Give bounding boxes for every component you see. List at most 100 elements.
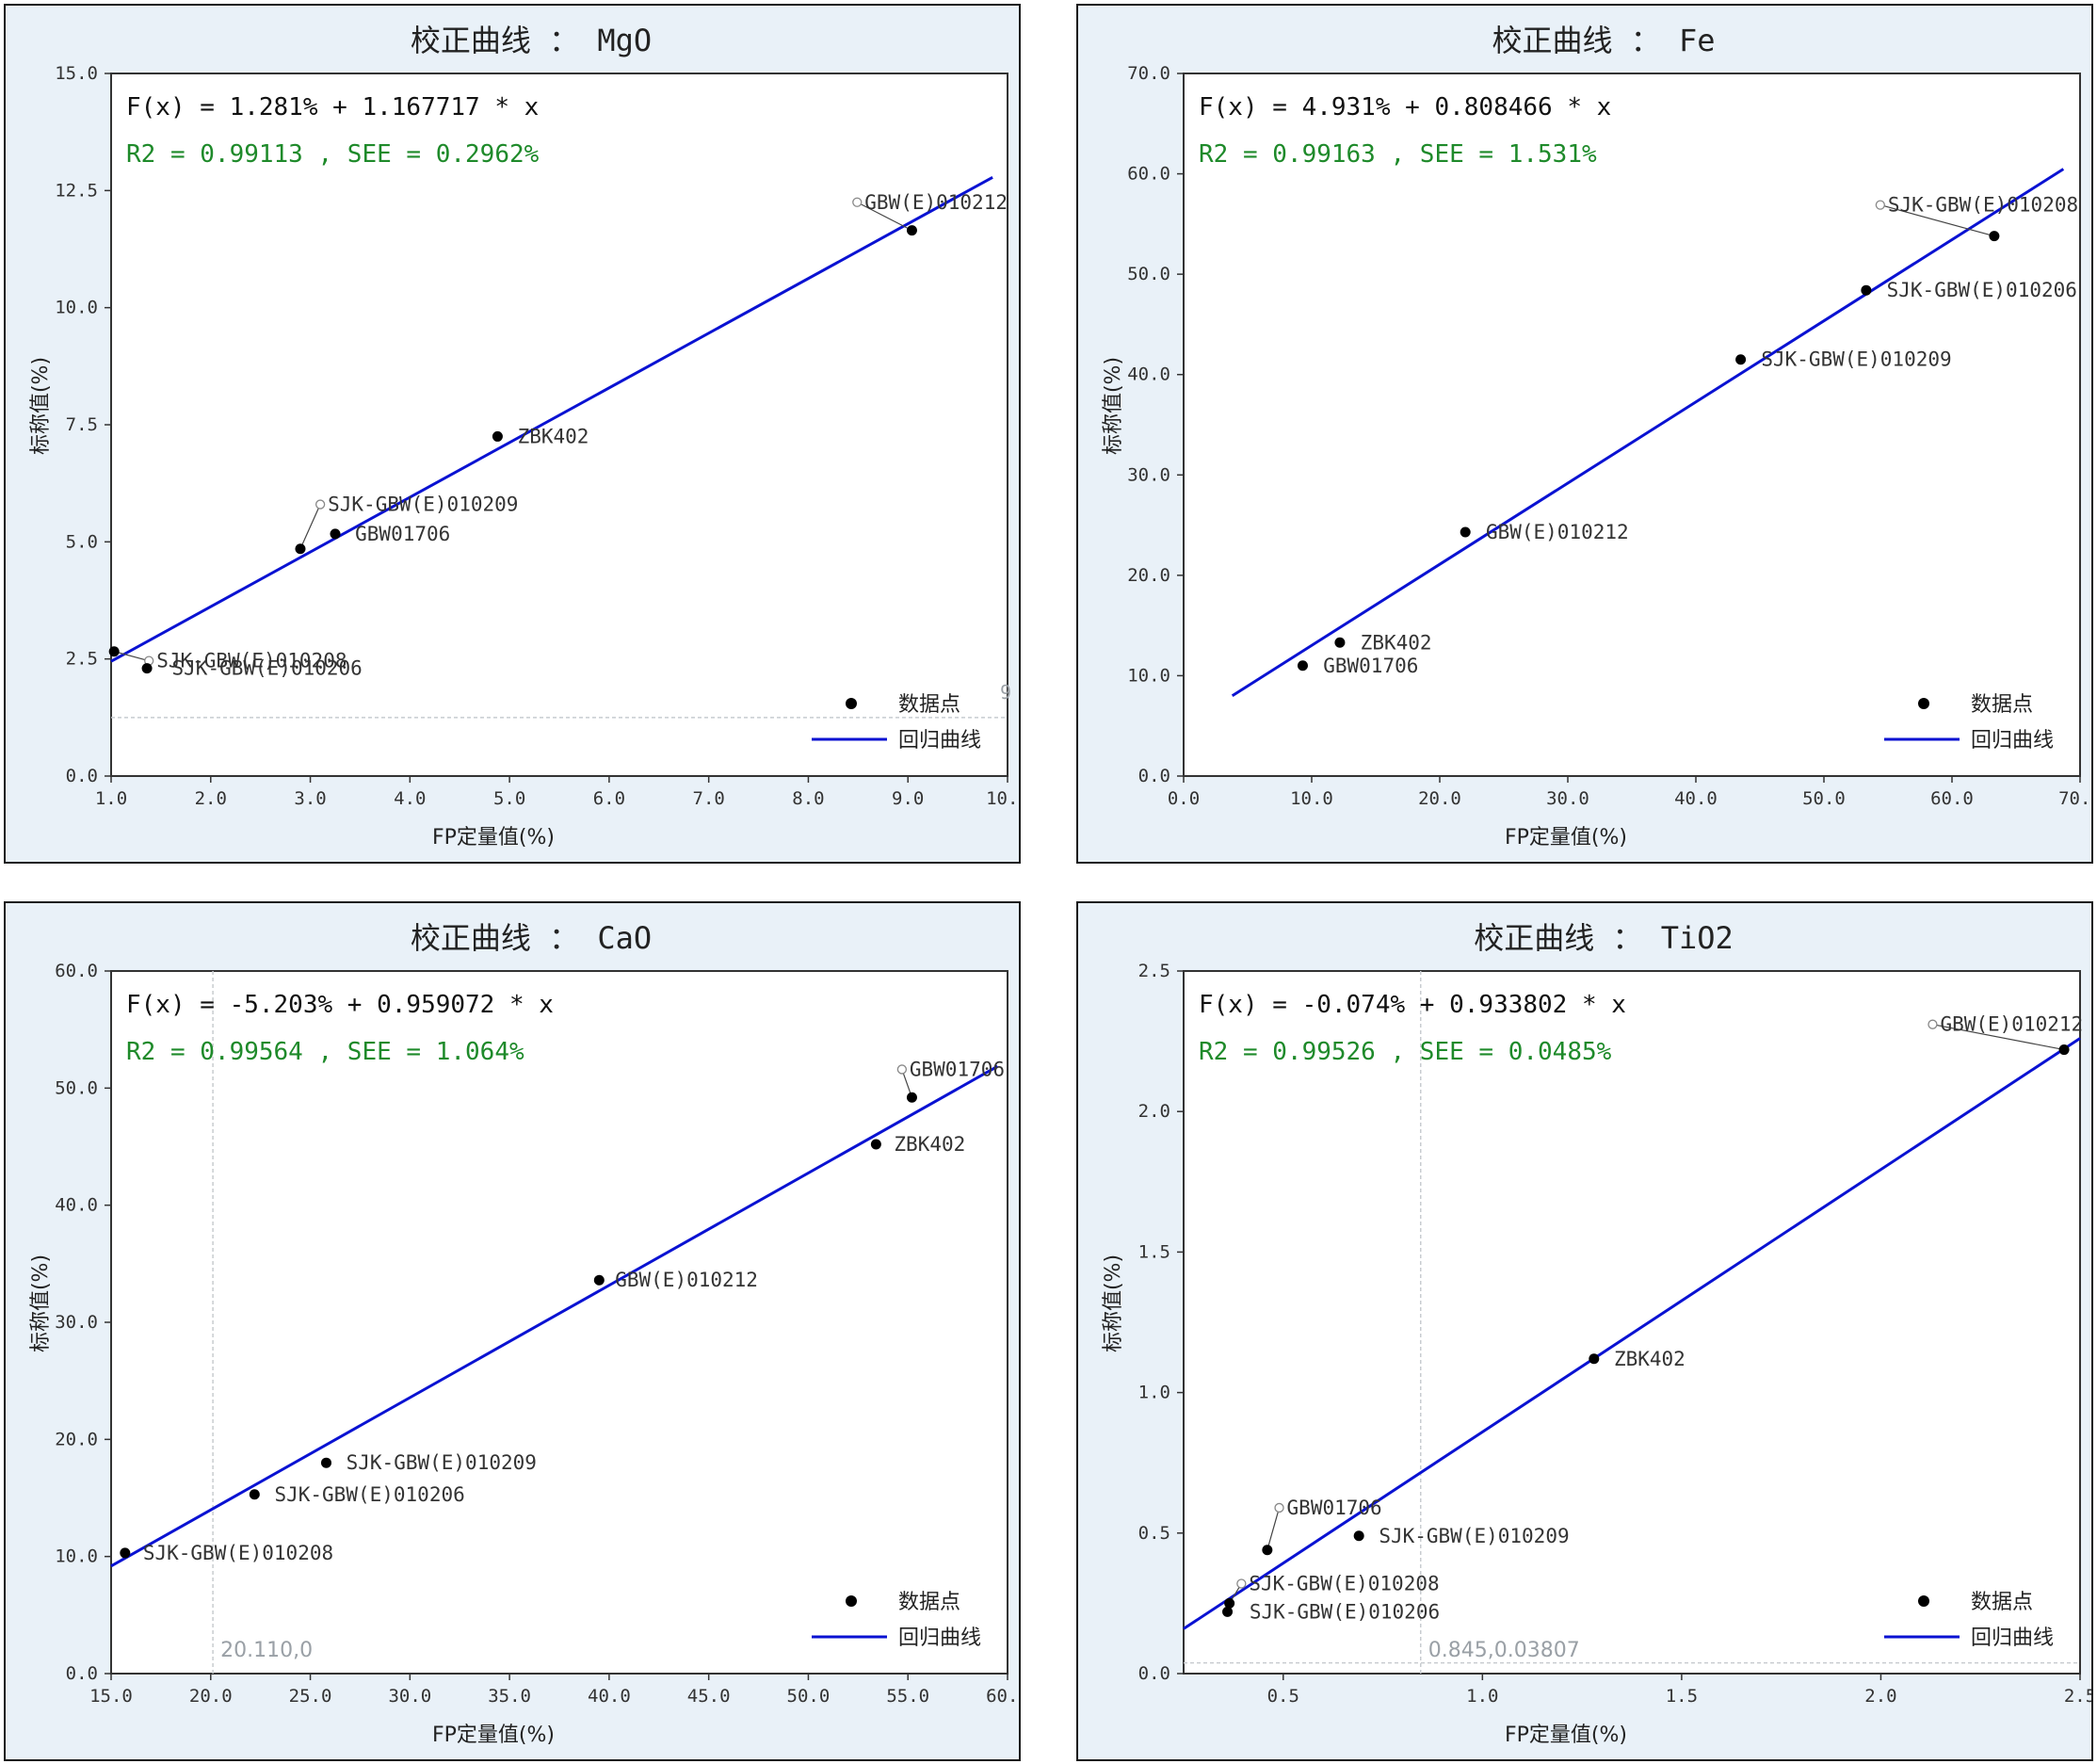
label-anchor-dot bbox=[1928, 1019, 1938, 1029]
x-tick-label: 2.5 bbox=[2064, 1686, 2091, 1707]
data-point-label: SJK-GBW(E)010206 bbox=[172, 657, 363, 680]
x-tick-label: 1.0 bbox=[95, 788, 127, 809]
chart-panel-fe: 校正曲线 ： Fe 0.0 10.0 20.0 30.0 40.0 50.0 60.0 70. 0… bbox=[1076, 4, 2093, 864]
plot-area bbox=[110, 970, 1008, 1675]
data-point-label: ZBK402 bbox=[1361, 631, 1432, 654]
regression-line bbox=[1231, 168, 2065, 697]
data-point-label: SJK-GBW(E)010209 bbox=[1761, 348, 1951, 371]
x-tick-label: 9.0 bbox=[892, 788, 924, 809]
data-point-label: GBW01706 bbox=[1323, 655, 1418, 677]
y-tick-label: 7.5 bbox=[66, 414, 98, 435]
label-leader-line bbox=[114, 651, 150, 662]
data-point bbox=[1334, 637, 1346, 648]
label-anchor-dot bbox=[1875, 200, 1885, 210]
fit-equation: F(x) = -0.074% + 0.933802 * x bbox=[1199, 991, 1626, 1019]
data-point bbox=[1262, 1545, 1273, 1556]
y-axis-label: 标称值(%) bbox=[29, 1254, 53, 1352]
x-axis-label: FP定量值(%) bbox=[432, 1724, 555, 1747]
fit-equation: F(x) = 1.281% + 1.167717 * x bbox=[126, 93, 539, 121]
x-tick-label: 7.0 bbox=[693, 788, 725, 809]
x-tick-label: 15.0 bbox=[89, 1686, 133, 1707]
data-point bbox=[870, 1139, 881, 1150]
legend-points-label: 数据点 bbox=[898, 693, 960, 717]
data-point-label: SJK-GBW(E)010208 bbox=[156, 650, 347, 672]
data-point bbox=[593, 1274, 605, 1286]
y-tick-label: 50.0 bbox=[55, 1077, 98, 1098]
x-axis-label: FP定量值(%) bbox=[1505, 826, 1627, 850]
data-point bbox=[906, 225, 917, 236]
legend-points-label: 数据点 bbox=[1971, 693, 2033, 717]
legend-point-marker bbox=[1918, 1595, 1929, 1607]
y-tick-label: 30.0 bbox=[1127, 464, 1170, 485]
fit-equation: F(x) = -5.203% + 0.959072 * x bbox=[126, 991, 554, 1019]
data-point-label: GBW(E)010212 bbox=[1940, 1013, 2083, 1036]
y-axis-label: 标称值(%) bbox=[29, 357, 53, 455]
data-point bbox=[1589, 1353, 1600, 1365]
data-point bbox=[120, 1547, 131, 1559]
x-tick-label: 50.0 bbox=[1802, 788, 1846, 809]
fit-equation: F(x) = 4.931% + 0.808466 * x bbox=[1199, 93, 1611, 121]
data-point-label: SJK-GBW(E)010208 bbox=[1888, 194, 2078, 217]
data-point-label: GBW(E)010212 bbox=[864, 191, 1008, 214]
x-tick-label: 60.0 bbox=[986, 1686, 1019, 1707]
y-tick-label: 30.0 bbox=[55, 1312, 98, 1333]
chart-tio2: 校正曲线 ： TiO2 0.845,0.03807 0.5 1.0 1.5 2.0 2.5 0… bbox=[1102, 920, 2091, 1747]
label-leader-line bbox=[1266, 1507, 1281, 1550]
x-tick-label: 0.0 bbox=[1168, 788, 1200, 809]
data-point bbox=[2058, 1044, 2070, 1056]
cursor-readout: 20.110,0 bbox=[220, 1639, 313, 1662]
x-tick-label: 8.0 bbox=[792, 788, 824, 809]
x-tick-label: 20.0 bbox=[1418, 788, 1461, 809]
y-tick-label: 40.0 bbox=[1127, 364, 1170, 385]
y-tick-label: 2.0 bbox=[1138, 1101, 1170, 1122]
data-point bbox=[249, 1489, 260, 1500]
y-axis-label: 标称值(%) bbox=[1102, 357, 1125, 455]
data-point bbox=[1297, 660, 1308, 672]
legend-points-label: 数据点 bbox=[898, 1591, 960, 1614]
data-point bbox=[1861, 284, 1872, 296]
data-point-label: SJK-GBW(E)010208 bbox=[143, 1542, 333, 1564]
data-point-label: GBW(E)010212 bbox=[1486, 521, 1629, 543]
data-point-label: SJK-GBW(E)010209 bbox=[328, 494, 518, 516]
label-leader-line bbox=[857, 202, 912, 232]
y-tick-label: 1.0 bbox=[1138, 1383, 1170, 1403]
x-tick-label: 60.0 bbox=[1930, 788, 1974, 809]
y-tick-label: 2.5 bbox=[66, 649, 98, 670]
y-tick-label: 10.0 bbox=[55, 1546, 98, 1567]
label-anchor-dot bbox=[315, 499, 326, 510]
x-tick-label: 30.0 bbox=[1546, 788, 1589, 809]
data-point bbox=[1353, 1530, 1364, 1542]
data-point bbox=[492, 430, 503, 442]
x-tick-label: 1.5 bbox=[1666, 1686, 1698, 1707]
data-point bbox=[320, 1457, 331, 1468]
x-tick-label: 40.0 bbox=[588, 1686, 631, 1707]
x-tick-label: 10.0 bbox=[1290, 788, 1333, 809]
data-point bbox=[1989, 231, 2000, 242]
fit-statistics: R2 = 0.99526 , SEE = 0.0485% bbox=[1199, 1038, 1612, 1066]
x-axis-label: FP定量值(%) bbox=[432, 826, 555, 850]
data-point bbox=[108, 646, 120, 657]
data-point bbox=[141, 663, 153, 674]
x-tick-label: 0.5 bbox=[1267, 1686, 1299, 1707]
legend-curve-label: 回归曲线 bbox=[1971, 729, 2054, 753]
y-tick-label: 0.0 bbox=[1138, 1663, 1170, 1684]
plot-area bbox=[110, 73, 1008, 777]
chart-mgo: 校正曲线 ： MgO 9 1.0 2.0 3.0 4.0 5.0 6.0 7.0 8.0 9.0 10… bbox=[29, 23, 1019, 850]
data-point-label: ZBK402 bbox=[518, 425, 589, 447]
data-point bbox=[1735, 354, 1747, 365]
data-point-label: GBW01706 bbox=[355, 523, 450, 545]
y-tick-label: 0.0 bbox=[1138, 766, 1170, 786]
y-tick-label: 20.0 bbox=[55, 1429, 98, 1449]
regression-line bbox=[1183, 1037, 2081, 1630]
x-tick-label: 45.0 bbox=[687, 1686, 731, 1707]
label-leader-line bbox=[1932, 1024, 2065, 1051]
data-point bbox=[1224, 1597, 1235, 1609]
legend-point-marker bbox=[846, 1595, 857, 1607]
y-tick-label: 40.0 bbox=[55, 1195, 98, 1216]
y-tick-label: 60.0 bbox=[55, 961, 98, 981]
x-tick-label: 6.0 bbox=[593, 788, 625, 809]
x-tick-label: 25.0 bbox=[289, 1686, 332, 1707]
fit-statistics: R2 = 0.99564 , SEE = 1.064% bbox=[126, 1038, 524, 1066]
data-point-label: ZBK402 bbox=[894, 1133, 965, 1156]
data-point-label: SJK-GBW(E)010209 bbox=[347, 1451, 537, 1474]
